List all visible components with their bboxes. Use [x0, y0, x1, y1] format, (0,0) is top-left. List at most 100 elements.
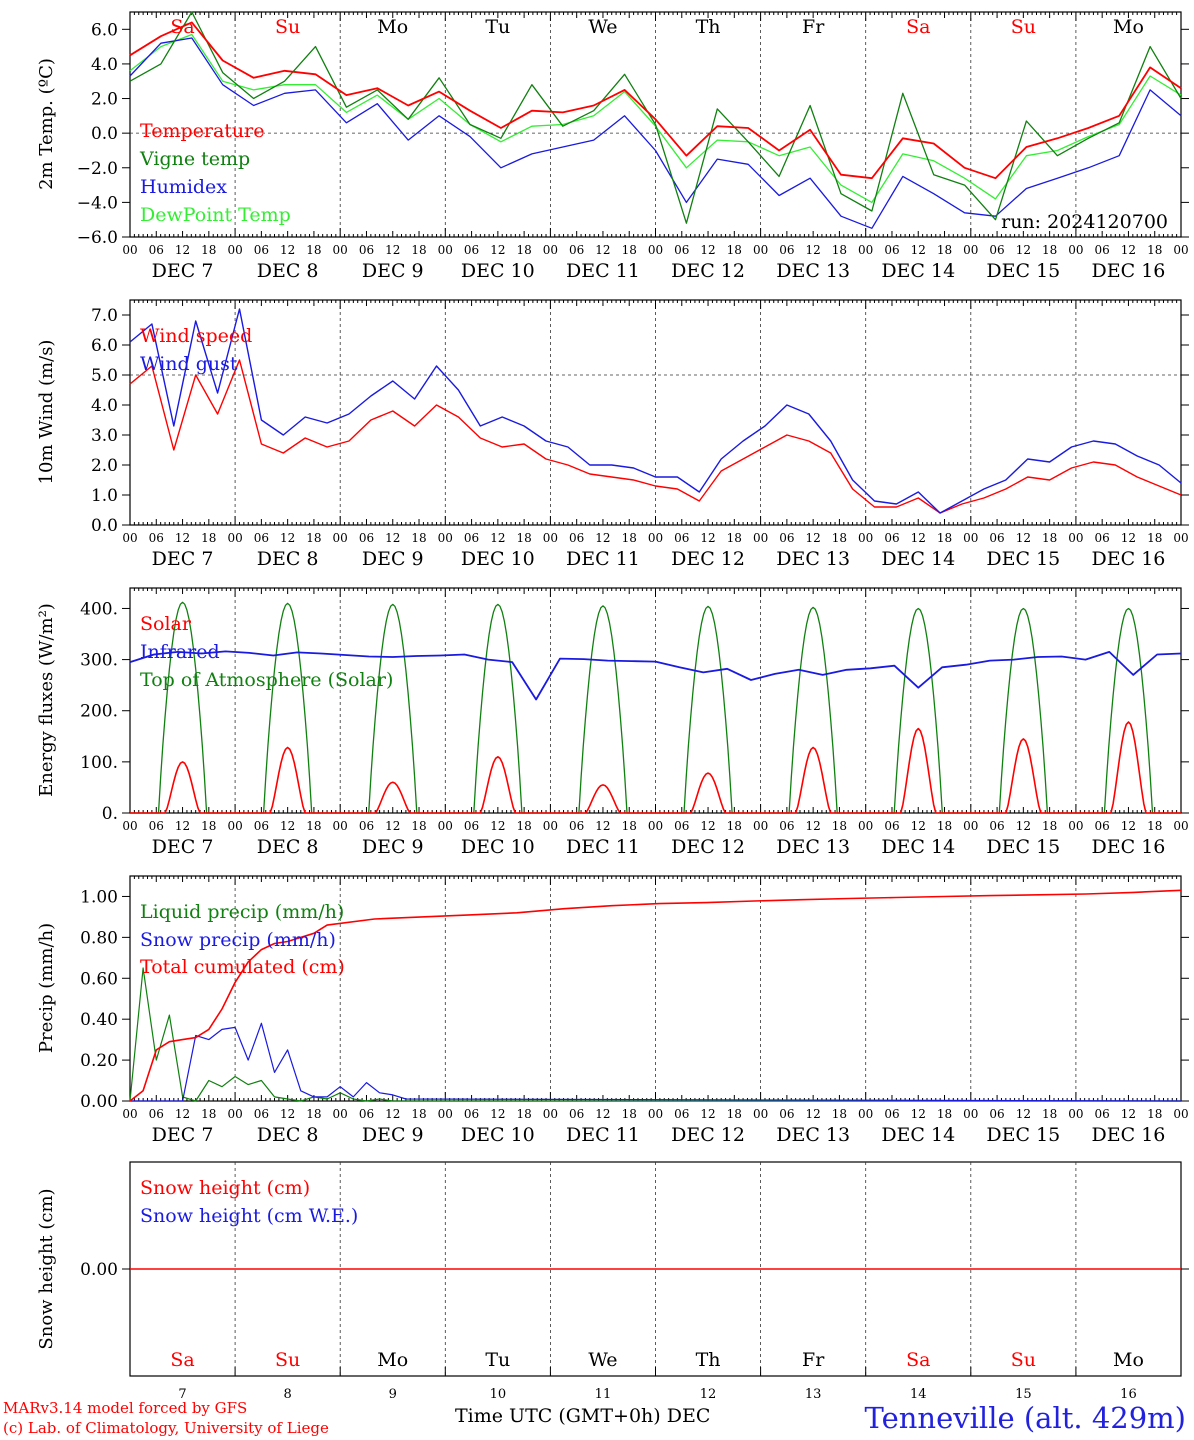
hour-tick-label: 18 [832, 1107, 847, 1121]
y-axis-label: 10m Wind (m/s) [36, 340, 57, 485]
hour-tick-label: 18 [727, 819, 742, 833]
hour-tick-label: 18 [306, 819, 321, 833]
hour-tick-label: 12 [280, 1107, 295, 1121]
date-label: DEC 12 [671, 836, 745, 858]
date-label: DEC 12 [671, 1124, 745, 1146]
hour-tick-label: 18 [832, 243, 847, 257]
y-tick-label: 3.0 [91, 426, 118, 446]
hour-tick-label: 06 [674, 819, 689, 833]
legend-entry: Humidex [140, 176, 227, 198]
hour-tick-label: 00 [333, 819, 348, 833]
hour-tick-label: 06 [1095, 819, 1110, 833]
hour-tick-label: 00 [227, 243, 242, 257]
hour-tick-label: 00 [122, 243, 137, 257]
weekday-label: Tu [485, 1349, 510, 1371]
y-tick-label: 2.0 [91, 456, 118, 476]
hour-tick-label: 00 [963, 243, 978, 257]
hour-tick-label: 12 [595, 243, 610, 257]
hour-tick-label: 18 [516, 819, 531, 833]
hour-tick-label: 06 [1095, 243, 1110, 257]
hour-tick-label: 18 [201, 819, 216, 833]
date-label: DEC 9 [362, 1124, 424, 1146]
date-label: DEC 16 [1092, 260, 1166, 282]
date-label: DEC 14 [881, 1124, 955, 1146]
hour-tick-label: 06 [779, 531, 794, 545]
y-tick-label: 7.0 [91, 306, 118, 326]
date-label: DEC 14 [881, 548, 955, 570]
hour-tick-label: 18 [1042, 531, 1057, 545]
weekday-label: Su [1011, 16, 1036, 38]
legend-entry: Temperature [140, 120, 264, 142]
legend-entry: Liquid precip (mm/h) [140, 901, 344, 923]
hour-tick-label: 00 [122, 819, 137, 833]
hour-tick-label: 06 [884, 819, 899, 833]
y-tick-label: 1.0 [91, 486, 118, 506]
hour-tick-label: 06 [674, 1107, 689, 1121]
hour-tick-label: 12 [385, 243, 400, 257]
legend-entry: Top of Atmosphere (Solar) [140, 669, 393, 691]
hour-tick-label: 12 [1016, 819, 1031, 833]
hour-tick-label: 06 [779, 1107, 794, 1121]
weekday-label: Su [275, 16, 300, 38]
hour-tick-label: 12 [280, 531, 295, 545]
hour-tick-label: 12 [595, 1107, 610, 1121]
hour-tick-label: 18 [937, 531, 952, 545]
hour-tick-label: 12 [700, 1107, 715, 1121]
date-label: DEC 7 [152, 836, 214, 858]
hour-tick-label: 12 [700, 819, 715, 833]
date-label: DEC 16 [1092, 1124, 1166, 1146]
y-tick-label: −2.0 [77, 159, 118, 179]
date-label: DEC 13 [776, 548, 850, 570]
legend-entry: Total cumulated (cm) [140, 956, 345, 978]
hour-tick-label: 06 [779, 819, 794, 833]
hour-tick-label: 06 [674, 531, 689, 545]
hour-tick-label: 00 [753, 819, 768, 833]
date-label: DEC 15 [986, 1124, 1060, 1146]
hour-tick-label: 12 [806, 531, 821, 545]
hour-tick-label: 12 [1121, 1107, 1136, 1121]
hour-tick-label: 18 [411, 243, 426, 257]
hour-tick-label: 00 [543, 819, 558, 833]
y-tick-label: 6.0 [91, 336, 118, 356]
hour-tick-label: 12 [806, 243, 821, 257]
legend-entry: DewPoint Temp [140, 204, 291, 226]
day-number-label: 10 [490, 1387, 507, 1402]
hour-tick-label: 12 [700, 243, 715, 257]
hour-tick-label: 12 [806, 819, 821, 833]
y-tick-label: 1.00 [80, 887, 118, 907]
date-label: DEC 10 [461, 548, 535, 570]
hour-tick-label: 18 [1147, 819, 1162, 833]
hour-tick-label: 06 [359, 819, 374, 833]
hour-tick-label: 06 [149, 531, 164, 545]
hour-tick-label: 18 [411, 531, 426, 545]
hour-tick-label: 00 [1173, 819, 1188, 833]
hour-tick-label: 18 [727, 531, 742, 545]
hour-tick-label: 18 [1042, 819, 1057, 833]
hour-tick-label: 00 [858, 1107, 873, 1121]
date-label: DEC 10 [461, 1124, 535, 1146]
series-line-wind-gust [129, 308, 1182, 514]
hour-tick-label: 06 [569, 243, 584, 257]
hour-tick-label: 18 [832, 819, 847, 833]
weekday-label: Sa [170, 16, 194, 38]
weekday-label: Fr [802, 1349, 825, 1371]
hour-tick-label: 12 [175, 243, 190, 257]
y-tick-label: 400. [80, 599, 118, 619]
hour-tick-label: 18 [411, 819, 426, 833]
date-label: DEC 7 [152, 548, 214, 570]
hour-tick-label: 18 [1042, 243, 1057, 257]
hour-tick-label: 00 [963, 1107, 978, 1121]
date-label: DEC 7 [152, 1124, 214, 1146]
date-label: DEC 8 [257, 836, 319, 858]
legend-entry: Solar [140, 613, 192, 635]
weekday-label: We [588, 1349, 617, 1371]
weekday-label: Mo [1113, 1349, 1144, 1371]
hour-tick-label: 00 [438, 819, 453, 833]
date-label: DEC 11 [566, 836, 640, 858]
hour-tick-label: 18 [411, 1107, 426, 1121]
hour-tick-label: 12 [911, 531, 926, 545]
hour-tick-label: 12 [490, 243, 505, 257]
hour-tick-label: 00 [963, 531, 978, 545]
hour-tick-label: 12 [280, 819, 295, 833]
hour-tick-label: 00 [333, 243, 348, 257]
